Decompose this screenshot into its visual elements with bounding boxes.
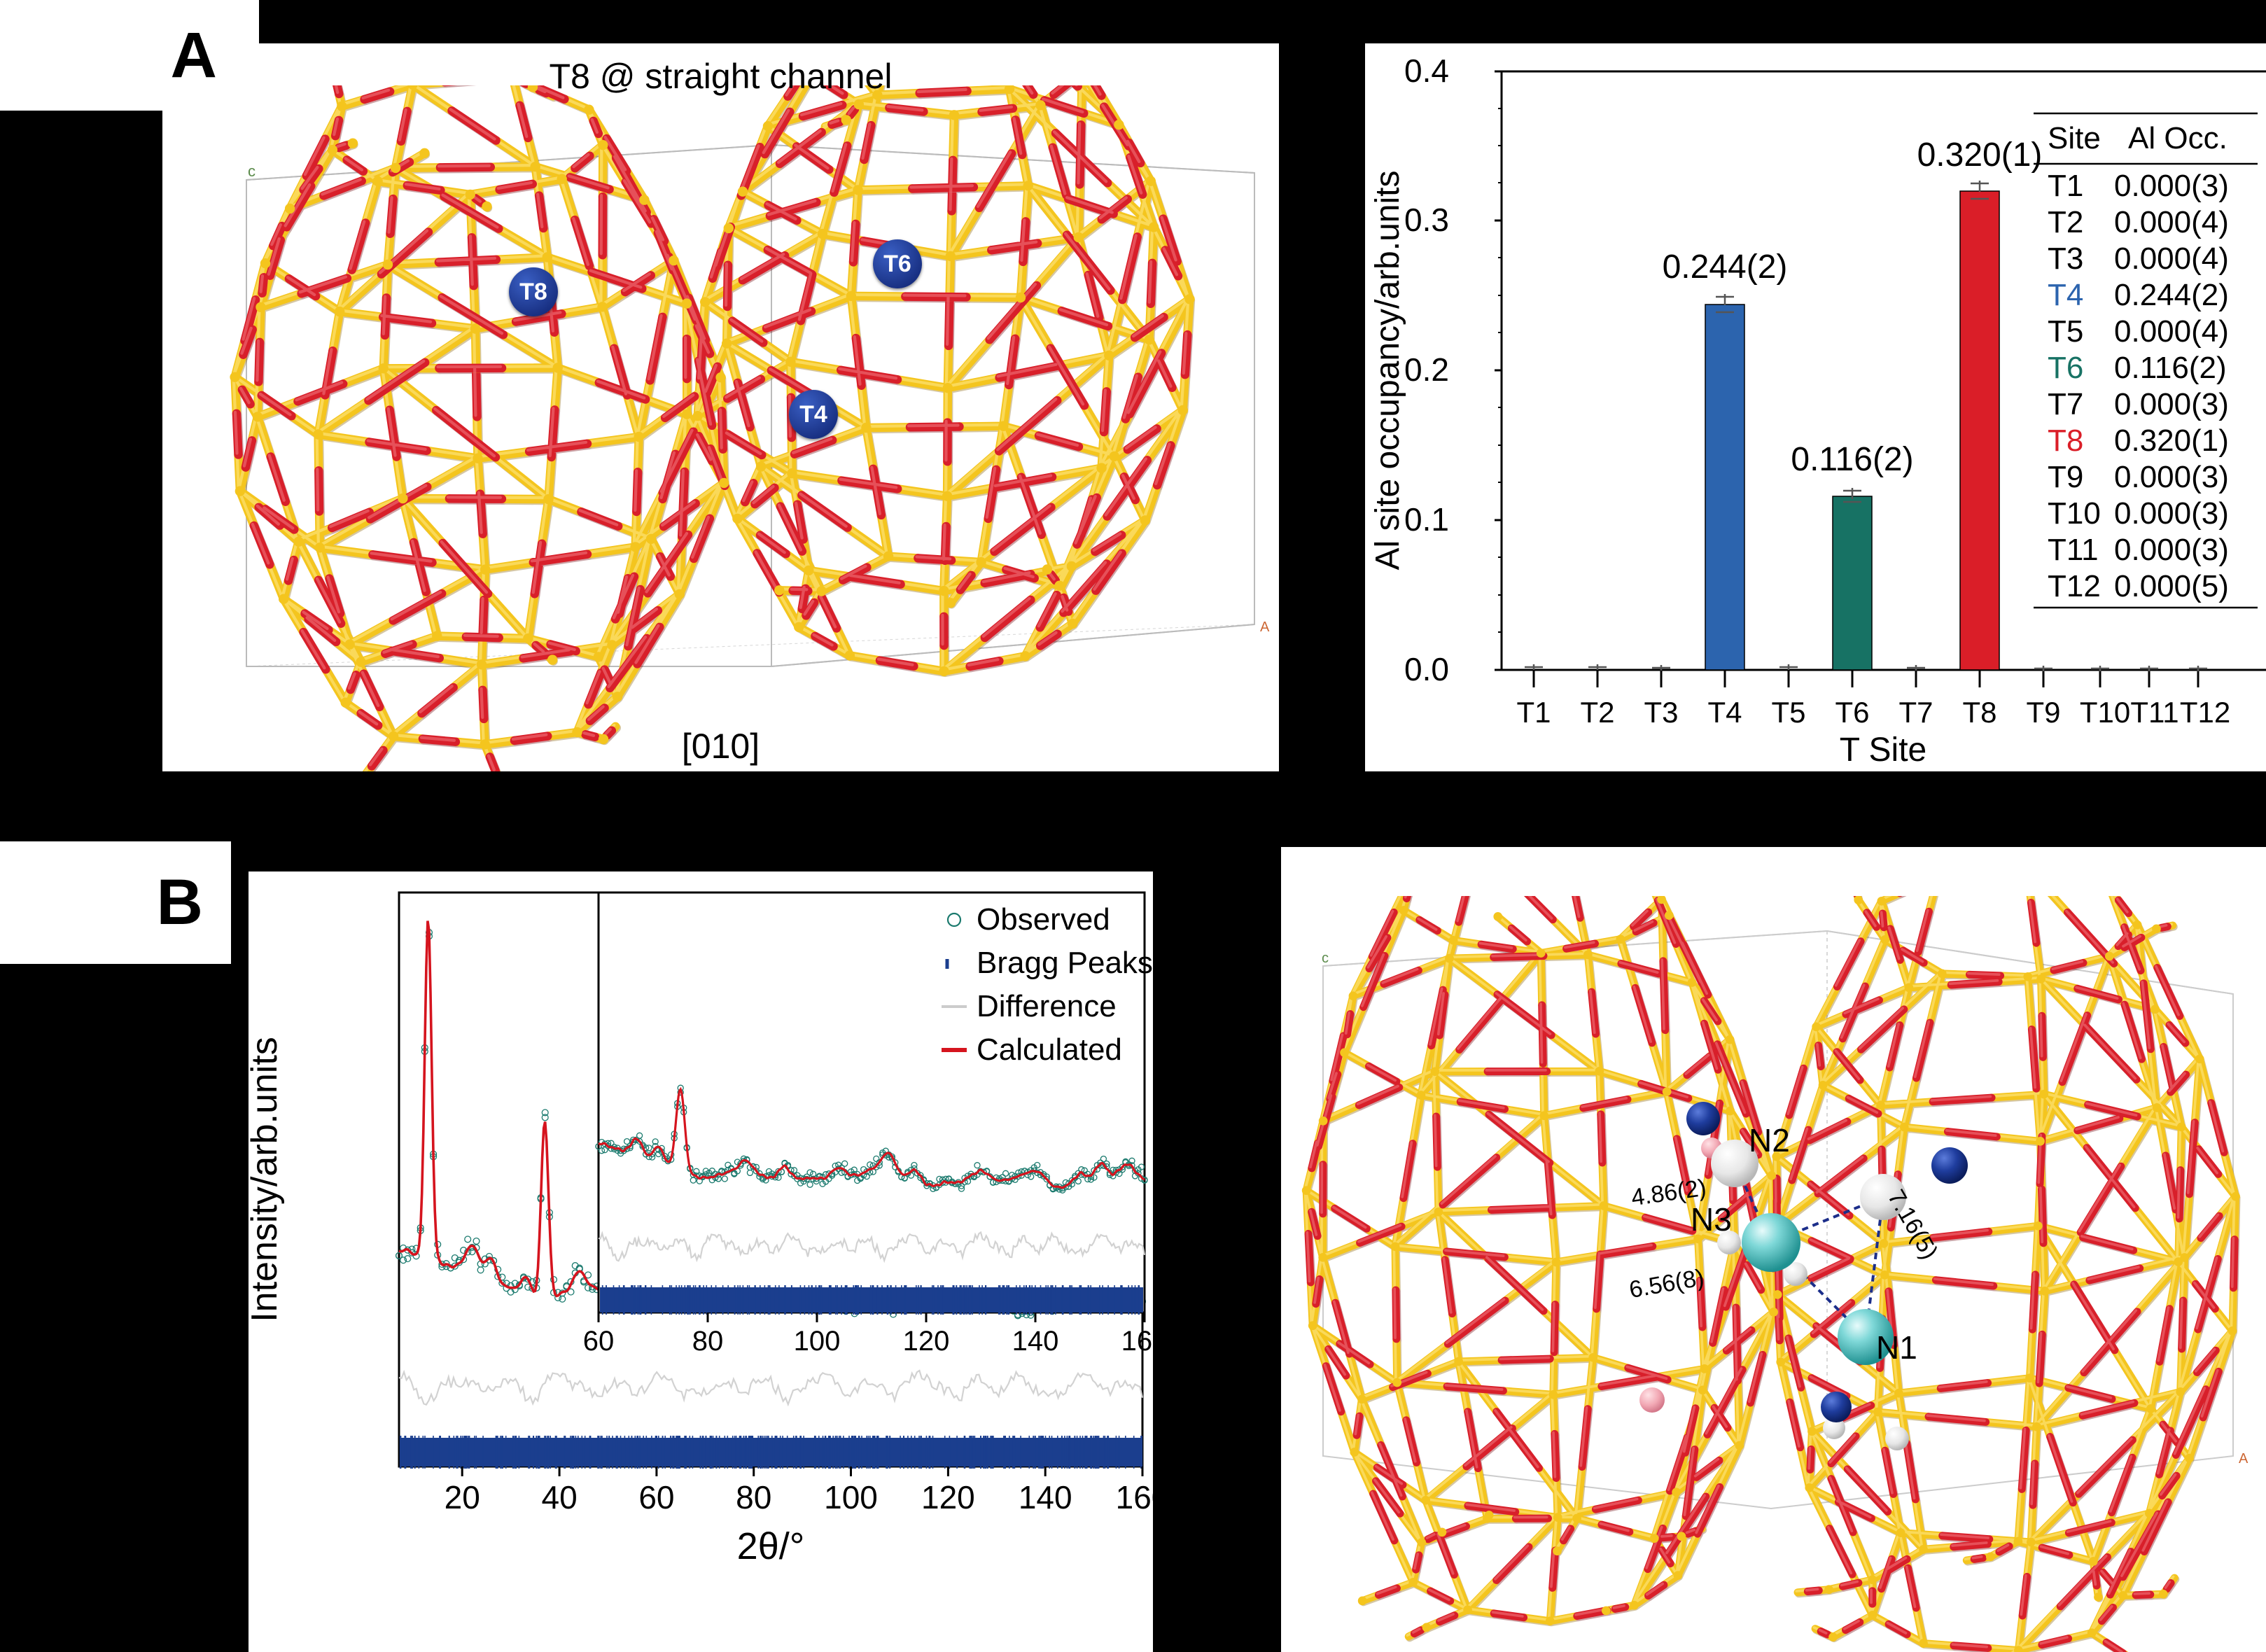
svg-text:T7: T7 <box>1898 696 1933 729</box>
svg-text:T6: T6 <box>2048 351 2083 385</box>
svg-text:0.2: 0.2 <box>1404 351 1449 388</box>
svg-text:20: 20 <box>445 1479 480 1516</box>
svg-text:100: 100 <box>824 1479 878 1516</box>
svg-text:120: 120 <box>903 1326 950 1357</box>
svg-text:0.000(4): 0.000(4) <box>2114 241 2229 276</box>
svg-text:T12: T12 <box>2048 569 2101 603</box>
svg-text:T5: T5 <box>1771 696 1805 729</box>
svg-text:0.320(1): 0.320(1) <box>1917 136 2043 174</box>
svg-text:T1: T1 <box>1516 696 1551 729</box>
svg-text:T2: T2 <box>2048 205 2083 239</box>
svg-text:0.4: 0.4 <box>1404 52 1449 89</box>
svg-text:T11: T11 <box>2130 696 2178 729</box>
svg-text:0.320(1): 0.320(1) <box>2114 424 2229 458</box>
svg-text:60: 60 <box>638 1479 674 1516</box>
svg-text:Site: Site <box>2048 121 2101 155</box>
svg-text:T9: T9 <box>2048 460 2083 494</box>
svg-text:0.116(2): 0.116(2) <box>1791 441 1913 478</box>
svg-text:T4: T4 <box>2048 278 2083 312</box>
svg-text:Bragg Peaks: Bragg Peaks <box>977 946 1153 980</box>
svg-text:80: 80 <box>736 1479 771 1516</box>
svg-text:Al site occupancy/arb.units: Al site occupancy/arb.units <box>1369 171 1406 570</box>
svg-text:Calculated: Calculated <box>977 1032 1122 1067</box>
svg-text:0.000(4): 0.000(4) <box>2114 314 2229 349</box>
svg-text:160: 160 <box>1121 1326 1153 1357</box>
svg-text:T10: T10 <box>2080 696 2130 729</box>
svg-text:100: 100 <box>794 1326 841 1357</box>
svg-text:0.0: 0.0 <box>1404 651 1449 687</box>
svg-text:140: 140 <box>1019 1479 1072 1516</box>
svg-text:0.000(4): 0.000(4) <box>2114 205 2229 239</box>
svg-text:0.1: 0.1 <box>1404 501 1449 538</box>
svg-text:60: 60 <box>583 1326 615 1357</box>
svg-text:T5: T5 <box>2048 314 2083 349</box>
svg-text:Observed: Observed <box>977 902 1110 937</box>
svg-text:120: 120 <box>921 1479 975 1516</box>
svg-text:T12: T12 <box>2180 696 2230 729</box>
svg-text:40: 40 <box>542 1479 578 1516</box>
svg-text:T2: T2 <box>1580 696 1614 729</box>
svg-text:0.000(3): 0.000(3) <box>2114 533 2229 567</box>
svg-text:0.000(5): 0.000(5) <box>2114 569 2229 603</box>
svg-text:Intensity/arb.units: Intensity/arb.units <box>249 1037 285 1322</box>
svg-text:Difference: Difference <box>977 989 1117 1023</box>
svg-text:T1: T1 <box>2048 169 2083 203</box>
svg-text:T Site: T Site <box>1840 732 1927 769</box>
svg-text:2θ/°: 2θ/° <box>737 1525 805 1567</box>
svg-text:0.000(3): 0.000(3) <box>2114 169 2229 203</box>
svg-text:0.000(3): 0.000(3) <box>2114 496 2229 531</box>
svg-text:T6: T6 <box>1835 696 1869 729</box>
svg-text:160: 160 <box>1116 1479 1153 1516</box>
svg-text:0.000(3): 0.000(3) <box>2114 460 2229 494</box>
svg-text:T8: T8 <box>1962 696 1996 729</box>
svg-text:T8: T8 <box>2048 424 2083 458</box>
svg-text:0.000(3): 0.000(3) <box>2114 387 2229 421</box>
svg-text:Al Occ.: Al Occ. <box>2128 121 2227 155</box>
svg-text:0.116(2): 0.116(2) <box>2114 351 2227 385</box>
svg-text:80: 80 <box>692 1326 724 1357</box>
svg-text:T3: T3 <box>2048 241 2083 276</box>
svg-text:T11: T11 <box>2048 533 2099 567</box>
svg-text:T3: T3 <box>1644 696 1678 729</box>
svg-text:0.244(2): 0.244(2) <box>1663 248 1788 286</box>
svg-text:0.244(2): 0.244(2) <box>2114 278 2229 312</box>
svg-text:0.3: 0.3 <box>1404 202 1449 238</box>
svg-text:140: 140 <box>1012 1326 1059 1357</box>
svg-text:T10: T10 <box>2048 496 2101 531</box>
svg-text:T4: T4 <box>1707 696 1742 729</box>
svg-text:T7: T7 <box>2048 387 2083 421</box>
svg-text:T9: T9 <box>2026 696 2060 729</box>
